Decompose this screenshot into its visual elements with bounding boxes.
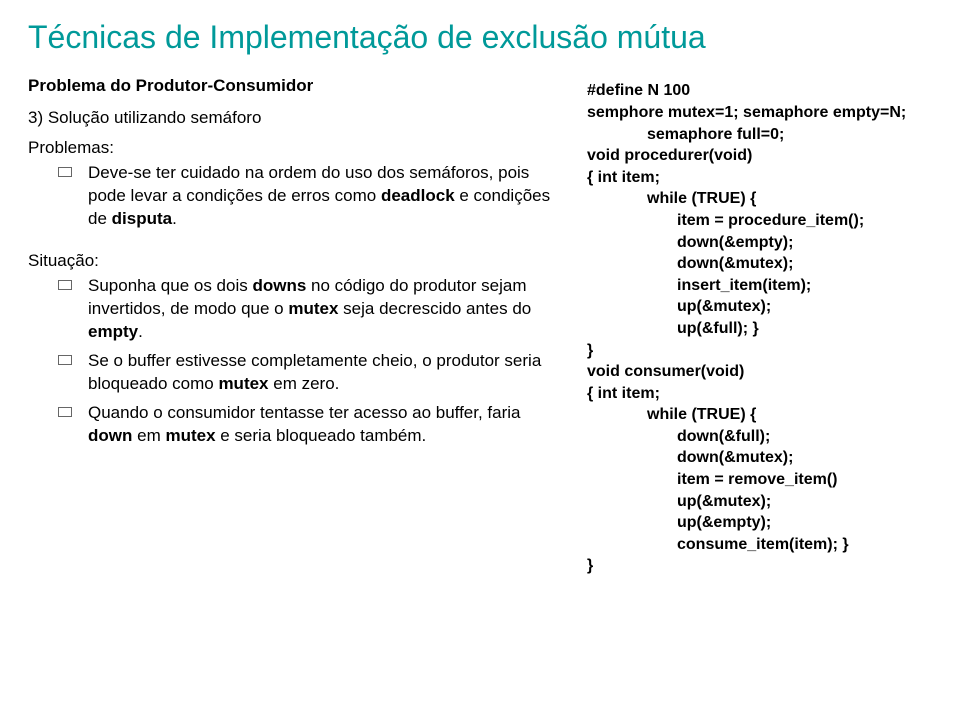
code-line: { int item;: [587, 383, 932, 405]
bullet-list-2: Suponha que os dois downs no código do p…: [28, 275, 567, 448]
code-line: consume_item(item); }: [677, 534, 932, 556]
slide-container: Técnicas de Implementação de exclusão mú…: [0, 0, 960, 595]
heading-problema: Problema do Produtor-Consumidor: [28, 76, 567, 96]
bullet-text: Suponha que os dois downs no código do p…: [88, 275, 567, 344]
code-line: while (TRUE) {: [647, 188, 932, 210]
heading-situacao: Situação:: [28, 251, 567, 271]
code-line: up(&mutex);: [677, 491, 932, 513]
right-column-code: #define N 100semphore mutex=1; semaphore…: [587, 76, 932, 577]
bullet-box-icon: [58, 407, 72, 417]
code-line: down(&mutex);: [677, 447, 932, 469]
bullet-box-icon: [58, 280, 72, 290]
code-line: void procedurer(void): [587, 145, 932, 167]
code-line: void consumer(void): [587, 361, 932, 383]
left-column: Problema do Produtor-Consumidor 3) Soluç…: [28, 76, 567, 577]
bullet-item: Se o buffer estivesse completamente chei…: [28, 350, 567, 396]
bullet-item: Suponha que os dois downs no código do p…: [28, 275, 567, 344]
code-line: down(&mutex);: [677, 253, 932, 275]
code-line: #define N 100: [587, 80, 932, 102]
code-line: up(&full); }: [677, 318, 932, 340]
code-line: }: [587, 555, 932, 577]
content-area: Problema do Produtor-Consumidor 3) Soluç…: [28, 76, 932, 577]
code-line: up(&mutex);: [677, 296, 932, 318]
code-line: { int item;: [587, 167, 932, 189]
heading-problemas: Problemas:: [28, 138, 567, 158]
code-line: }: [587, 340, 932, 362]
bullet-item: Quando o consumidor tentasse ter acesso …: [28, 402, 567, 448]
code-line: insert_item(item);: [677, 275, 932, 297]
bullet-box-icon: [58, 355, 72, 365]
code-line: semaphore full=0;: [647, 124, 932, 146]
heading-solucao: 3) Solução utilizando semáforo: [28, 108, 567, 128]
code-line: up(&empty);: [677, 512, 932, 534]
bullet-box-icon: [58, 167, 72, 177]
bullet-text: Se o buffer estivesse completamente chei…: [88, 350, 567, 396]
slide-title: Técnicas de Implementação de exclusão mú…: [28, 18, 932, 56]
code-line: semphore mutex=1; semaphore empty=N;: [587, 102, 932, 124]
code-line: down(&full);: [677, 426, 932, 448]
code-line: while (TRUE) {: [647, 404, 932, 426]
code-line: down(&empty);: [677, 232, 932, 254]
bullet-text: Quando o consumidor tentasse ter acesso …: [88, 402, 567, 448]
bullet-item: Deve-se ter cuidado na ordem do uso dos …: [28, 162, 567, 231]
bullet-text: Deve-se ter cuidado na ordem do uso dos …: [88, 162, 567, 231]
code-line: item = procedure_item();: [677, 210, 932, 232]
bullet-list-1: Deve-se ter cuidado na ordem do uso dos …: [28, 162, 567, 231]
code-line: item = remove_item(): [677, 469, 932, 491]
